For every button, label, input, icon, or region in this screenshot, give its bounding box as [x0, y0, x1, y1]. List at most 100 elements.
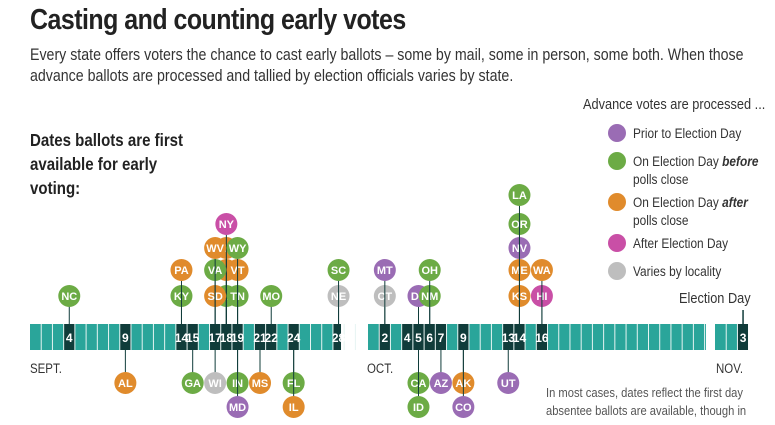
state-dot-az: AZ: [429, 350, 452, 394]
legend-text-after: On Election Day after polls close: [633, 195, 748, 228]
state-circle: [407, 396, 430, 418]
day-label: 4: [66, 331, 73, 345]
highlighted-day: [231, 324, 244, 350]
state-circle: [226, 396, 249, 418]
day-label: 3: [740, 331, 747, 345]
day-label: 18: [220, 331, 234, 345]
state-dots: NCKYPAARDCMNNYSDTNVAVTWVWYMONESCCTMTDENM…: [58, 184, 553, 418]
state-abbrev: MD: [229, 402, 246, 414]
state-dot-ms: MS: [249, 350, 272, 394]
state-abbrev: WY: [229, 243, 247, 255]
highlighted-day: [254, 324, 266, 350]
state-circle: [282, 396, 305, 418]
highlighted-day: [220, 324, 232, 350]
highlighted-day: [175, 324, 188, 350]
highlighted-day: [63, 324, 75, 350]
state-abbrev: PA: [174, 265, 189, 277]
state-dot-wi: WI: [204, 350, 227, 394]
state-circle: [249, 372, 272, 394]
state-circle: [181, 372, 204, 394]
state-abbrev: AZ: [434, 378, 449, 390]
legend-dot-before: [608, 152, 626, 170]
state-dot-md: MD: [226, 350, 249, 418]
state-dot-la: LA: [508, 184, 531, 324]
timeline-bars: [30, 324, 749, 350]
highlighted-day: [412, 324, 425, 350]
legend-text-before: On Election Day before polls close: [633, 154, 759, 187]
state-dot-wv: WV: [204, 237, 227, 324]
state-dot-mt: MT: [373, 259, 396, 324]
highlighted-day: [209, 324, 221, 350]
highlighted-day: [737, 324, 749, 350]
highlighted-day: [513, 324, 526, 350]
state-abbrev: CO: [455, 402, 472, 414]
state-circle: [170, 259, 193, 281]
day-label: 2: [381, 331, 388, 345]
day-label: 21: [253, 331, 267, 345]
state-circle: [260, 285, 283, 307]
state-dot-wy: WY: [226, 237, 249, 324]
highlighted-day: [265, 324, 277, 350]
footnote: In most cases, dates reflect the first d…: [546, 385, 747, 418]
legend-dot-after: [608, 193, 626, 211]
highlighted-day: [187, 324, 199, 350]
state-circle: [418, 259, 441, 281]
state-abbrev: ID: [413, 402, 424, 414]
state-circle: [204, 372, 227, 394]
day-label: 24: [287, 331, 301, 345]
state-circle: [226, 237, 249, 259]
state-circle: [497, 372, 520, 394]
highlighted-day: [379, 324, 391, 350]
state-abbrev: MT: [377, 265, 393, 277]
legend-dot-varies: [608, 262, 626, 280]
legend-text-varies: Varies by locality: [633, 264, 722, 279]
state-circle: [58, 285, 81, 307]
day-label: 28: [332, 331, 346, 345]
state-dot-il: IL: [282, 350, 305, 418]
state-abbrev: GA: [184, 378, 201, 390]
state-dot-id: ID: [407, 350, 430, 418]
state-abbrev: WV: [206, 243, 224, 255]
highlighted-day: [119, 324, 131, 350]
state-circle: [452, 396, 475, 418]
state-abbrev: OH: [421, 265, 438, 277]
state-dot-ut: UT: [497, 350, 520, 394]
state-circle: [508, 184, 531, 206]
day-label: 5: [415, 331, 422, 345]
highlighted-day: [288, 324, 300, 350]
day-label: 4: [404, 331, 411, 345]
legend-text-prior: Prior to Election Day: [633, 126, 742, 141]
state-circle: [373, 259, 396, 281]
state-dot-sc: SC: [327, 259, 350, 324]
state-abbrev: UT: [501, 378, 516, 390]
day-label: 17: [208, 331, 222, 345]
state-abbrev: WI: [208, 378, 221, 390]
timeline-label: Dates ballots are first available for ea…: [30, 130, 184, 198]
legend-title: Advance votes are processed ...: [583, 97, 766, 113]
state-circle: [215, 213, 238, 235]
highlighted-day: [502, 324, 514, 350]
state-abbrev: LA: [512, 190, 527, 202]
state-abbrev: SC: [331, 265, 346, 277]
state-dot-wa: WA: [530, 259, 553, 324]
state-circle: [327, 259, 350, 281]
highlighted-day: [435, 324, 447, 350]
state-dot-mo: MO: [260, 285, 283, 324]
state-circle: [429, 372, 452, 394]
state-dot-pa: PA: [170, 259, 193, 324]
month-label-nov: NOV.: [716, 361, 744, 376]
day-label: 9: [122, 331, 129, 345]
highlighted-day: [424, 324, 436, 350]
day-label: 6: [426, 331, 433, 345]
state-abbrev: IL: [289, 402, 299, 414]
state-dot-oh: OH: [418, 259, 441, 324]
state-abbrev: AL: [118, 378, 133, 390]
state-circle: [204, 237, 227, 259]
highlighted-day: [401, 324, 413, 350]
month-label-oct: OCT.: [367, 361, 394, 376]
state-dot-ga: GA: [181, 350, 204, 394]
month-label-sept: SEPT.: [30, 361, 62, 376]
day-label: 22: [265, 331, 279, 345]
